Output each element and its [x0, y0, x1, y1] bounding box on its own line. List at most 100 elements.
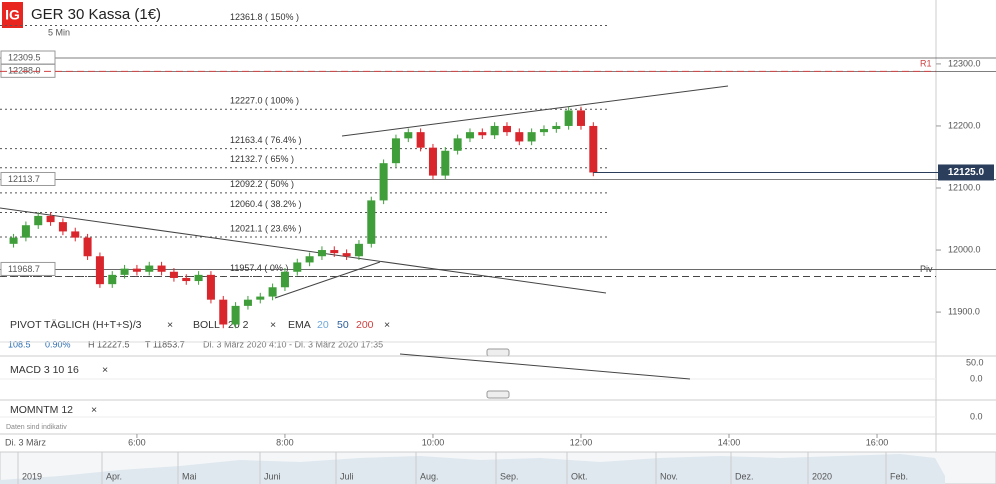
- x-tick-label: 16:00: [866, 437, 889, 447]
- candle-body: [441, 150, 450, 176]
- candle-body: [71, 231, 80, 238]
- trend-line: [0, 207, 607, 294]
- candle-body: [21, 225, 30, 238]
- pivot-label: R1: [920, 59, 932, 69]
- candle-body: [145, 265, 154, 272]
- ema-20: 20: [317, 319, 329, 331]
- level-label-box: [0, 171, 56, 186]
- fib-label: 11957.4 ( 0% ): [230, 263, 288, 273]
- candle-body: [527, 132, 536, 142]
- navigator-label: Aug.: [420, 471, 439, 481]
- x-tick-label: 6:00: [128, 437, 146, 447]
- fib-label: 12132.7 ( 65% ): [230, 154, 294, 164]
- trend-line: [274, 261, 381, 299]
- navigator-label: Dez.: [735, 471, 754, 481]
- pane-handle[interactable]: [486, 348, 510, 357]
- level-label: 12288.0: [8, 66, 41, 76]
- candle-body: [34, 215, 43, 226]
- candle-body: [268, 287, 277, 297]
- last-price-box: [938, 164, 994, 181]
- candle-body: [256, 296, 265, 300]
- macd-label: MACD 3 10 16: [10, 364, 79, 376]
- candle-body: [379, 163, 388, 201]
- macd-tick: 50.0: [966, 357, 984, 367]
- macd-tick: 0.0: [970, 373, 983, 383]
- candle-body: [280, 271, 289, 288]
- close-icon[interactable]: ×: [384, 319, 390, 331]
- candle-body: [243, 299, 252, 306]
- x-tick-label: 8:00: [276, 437, 294, 447]
- fib-label: 12092.2 ( 50% ): [230, 179, 294, 189]
- fib-label: 12060.4 ( 38.2% ): [230, 199, 302, 209]
- candle-body: [342, 253, 351, 257]
- ema-label: EMA: [288, 319, 311, 331]
- candle-body: [95, 256, 104, 285]
- x-tick-label: 12:00: [570, 437, 593, 447]
- candle-body: [132, 268, 141, 272]
- candle-body: [478, 132, 487, 136]
- change: 108.5: [8, 339, 31, 349]
- candle-body: [576, 110, 585, 126]
- navigator-label: Mai: [182, 471, 197, 481]
- pivot-label: PIVOT TÄGLICH (H+T+S)/3: [10, 319, 142, 331]
- level-label: 12309.5: [8, 52, 41, 62]
- navigator-label: Feb.: [890, 471, 908, 481]
- y-tick-label: 12100.0: [948, 182, 981, 192]
- candle-body: [231, 305, 240, 325]
- candle-body: [293, 262, 302, 272]
- navigator-label: Juli: [340, 471, 354, 481]
- last-price-label: 12125.0: [948, 167, 985, 178]
- fib-label: 12361.8 ( 150% ): [230, 12, 299, 22]
- momentum-label: MOMNTM 12: [10, 404, 73, 416]
- note: Daten sind indikativ: [6, 424, 67, 431]
- candle-body: [416, 132, 425, 148]
- title: GER 30 Kassa (1€): [31, 6, 161, 23]
- low: T 11853.7: [145, 339, 185, 349]
- candle-body: [9, 237, 18, 244]
- close-icon[interactable]: ×: [102, 364, 108, 376]
- y-tick-label: 11900.0: [948, 306, 980, 316]
- fib-label: 12227.0 ( 100% ): [230, 96, 299, 106]
- boll-label: BOLL: [193, 319, 220, 331]
- candle-body: [58, 222, 67, 232]
- close-icon[interactable]: ×: [167, 319, 173, 331]
- fib-label: 12021.1 ( 23.6% ): [230, 223, 302, 233]
- navigator-area: [0, 454, 945, 484]
- fib-label: 12163.4 ( 76.4% ): [230, 135, 302, 145]
- candle-body: [305, 256, 314, 263]
- candle-body: [330, 250, 339, 254]
- high: H 12227.5: [88, 339, 130, 349]
- trend-line: [399, 353, 691, 380]
- interval: 5 Min: [48, 27, 70, 37]
- navigator-label: Okt.: [571, 471, 588, 481]
- navigator-label: 2019: [22, 471, 42, 481]
- x-tick-label: 10:00: [422, 437, 445, 447]
- candle-body: [354, 243, 363, 257]
- navigator-label: Sep.: [500, 471, 519, 481]
- x-tick-label: 14:00: [718, 437, 741, 447]
- date-label: Di. 3 März: [5, 437, 47, 447]
- close-icon[interactable]: ×: [91, 404, 97, 416]
- logo-box: [2, 2, 23, 28]
- candle-body: [490, 125, 499, 136]
- y-tick-label: 12200.0: [948, 120, 981, 130]
- y-tick-label: 12000.0: [948, 244, 981, 254]
- candle-body: [206, 274, 215, 300]
- navigator-label: Apr.: [106, 471, 122, 481]
- candle-body: [317, 250, 326, 257]
- navigator-label: Juni: [264, 471, 281, 481]
- candle-body: [564, 110, 573, 126]
- y-tick-label: 12300.0: [948, 58, 981, 68]
- level-label-box: [0, 261, 56, 276]
- close-icon[interactable]: ×: [270, 319, 276, 331]
- candle-body: [182, 277, 191, 282]
- candle-body: [404, 132, 413, 139]
- trend-line: [341, 85, 729, 137]
- pivot-label: Piv: [920, 264, 933, 274]
- candle-body: [108, 274, 117, 285]
- level-label: 12113.7: [8, 174, 40, 184]
- pane-handle[interactable]: [486, 390, 510, 399]
- percent: 0.90%: [45, 339, 71, 349]
